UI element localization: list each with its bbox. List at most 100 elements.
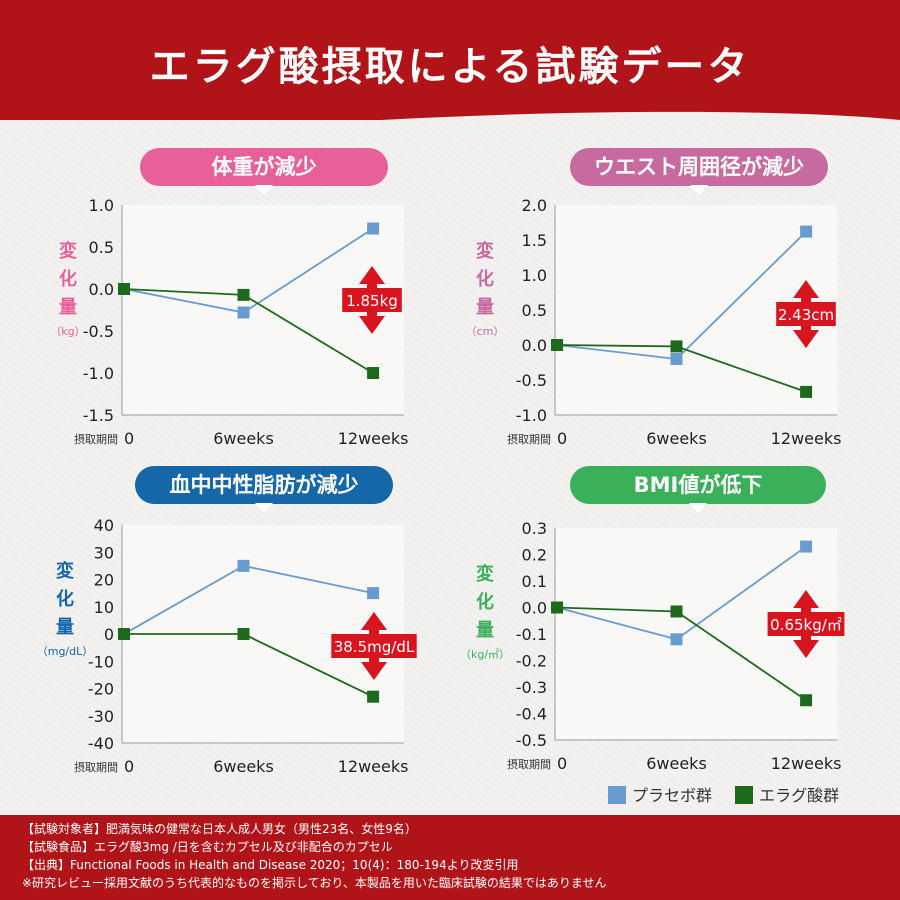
chart2-ytick-label: -20 (88, 680, 114, 699)
chart3-ellagic-point (670, 605, 683, 618)
chart1-ylabel-char: 量 (476, 296, 494, 318)
page-title: エラグ酸摂取による試験データ (149, 43, 751, 90)
chart2-ellagic-point (237, 628, 250, 640)
chart0-ellagic-point (118, 283, 130, 295)
chart2-xtick-label: 12weeks (338, 757, 409, 776)
chart3-ytick-label: -0.2 (516, 652, 547, 671)
chart2-unit-label: （mg/dL） (37, 645, 94, 658)
chart0-xtick-label: 0 (124, 429, 134, 448)
chart3-ytick-label: 0.1 (522, 572, 547, 591)
chart1-ytick-label: 0.5 (522, 301, 547, 320)
chart2-ytick-label: -40 (88, 734, 114, 753)
chart0-placebo-point (237, 306, 250, 319)
chart0-ellagic-point (367, 367, 380, 379)
chart0-ylabel-char: 変 (59, 240, 77, 262)
chart3-ylabel-char: 量 (476, 619, 494, 641)
chart0-ellagic-point (237, 288, 250, 301)
chart1-badge-arrow-down (793, 330, 819, 348)
chart0-ytick-label: -1.5 (83, 406, 114, 425)
chart3-xtick-label: 6weeks (646, 754, 707, 773)
chart1-xlabel: 摂取期間 (507, 432, 551, 446)
chart1-xtick-label: 12weeks (771, 429, 842, 448)
chart1-ylabel-char: 変 (476, 240, 494, 262)
chart2-ellagic-point (367, 690, 380, 703)
chart1-ellagic-point (551, 339, 563, 351)
chart3-xlabel: 摂取期間 (507, 757, 551, 771)
chart0-ytick-label: -0.5 (83, 322, 114, 341)
chart0-ytick-label: 0.5 (89, 238, 114, 257)
chart3-ellagic-point (551, 601, 563, 614)
chart0-xlabel: 摂取期間 (74, 432, 118, 446)
chart3-ytick-label: 0.3 (522, 519, 547, 538)
legend-ellagic-swatch (735, 786, 754, 804)
legend-ellagic-label: エラグ酸群 (759, 786, 840, 805)
chart1-badge-box (776, 302, 836, 326)
chart3-ytick-label: -0.3 (516, 678, 547, 697)
chart1-unit-label: （cm） (466, 325, 505, 338)
chart2-badge-arrow-down (361, 662, 387, 680)
footer-test-food: 【試験食品】エラグ酸3mg /日を含むカプセル及び非配合のカプセル (22, 840, 393, 854)
chart1-ylabel-char: 化 (476, 268, 494, 290)
chart3-placebo-point (800, 540, 813, 553)
chart3-xtick-label: 12weeks (771, 754, 842, 773)
chart1-placebo-point (800, 225, 813, 238)
chart0-badge-label: 1.85kg (346, 292, 398, 310)
chart1-ytick-label: -0.5 (516, 371, 547, 390)
chart1-ytick-label: 1.5 (522, 231, 547, 250)
chart1-ellagic-point (800, 385, 813, 398)
chart1-ytick-label: 2.0 (522, 196, 547, 215)
chart2-badge-label: 38.5mg/dL (334, 638, 415, 656)
footer-source: 【出典】Functional Foods in Health and Disea… (22, 858, 519, 872)
chart3-ellagic-point (800, 694, 813, 707)
chart2-ytick-label: 20 (94, 571, 114, 590)
chart0-ylabel-char: 量 (59, 296, 77, 318)
chart0-xtick-label: 6weeks (213, 429, 274, 448)
chart0-ytick-label: 0.0 (89, 280, 114, 299)
chart2-placebo-point (237, 559, 250, 572)
footer-notes: 【試験対象者】肥満気味の健常な日本人成人男女（男性23名、女性9名） 【試験食品… (0, 815, 900, 900)
chart1-ytick-label: -1.0 (516, 406, 547, 425)
chart1-badge-arrow-up (793, 280, 819, 298)
footer-disclaimer: ※研究レビュー採用文献のうち代表的なものを掲示しており、本製品を用いた臨床試験の… (22, 876, 607, 890)
pill-weight: 体重が減少 (140, 148, 388, 195)
chart0-unit-label: （kg） (50, 325, 85, 338)
pill-waist: ウエスト周囲径が減少 (570, 148, 828, 195)
legend-placebo-label: プラセボ群 (632, 786, 713, 805)
chart1-badge-label: 2.43cm (778, 306, 834, 324)
chart2-ytick-label: 30 (94, 543, 114, 562)
pill-bmi: BMI値が低下 (570, 466, 826, 513)
chart0-badge-arrow-down (359, 316, 385, 334)
chart3-badge-label: 0.65kg/㎡ (770, 616, 842, 634)
chart0-badge-arrow-up (359, 266, 385, 284)
chart2-ytick-label: -30 (88, 707, 114, 726)
chart2-badge-arrow-up (361, 612, 387, 630)
chart0-ytick-label: 1.0 (89, 196, 114, 215)
chart2-ytick-label: 40 (94, 516, 114, 535)
footer-subjects: 【試験対象者】肥満気味の健常な日本人成人男女（男性23名、女性9名） (22, 822, 417, 836)
chart0-ytick-label: -1.0 (83, 364, 114, 383)
chart1-xtick-label: 0 (557, 429, 567, 448)
legend: プラセボ群 エラグ酸群 (608, 782, 857, 806)
chart2-xlabel: 摂取期間 (74, 760, 118, 774)
chart1-ytick-label: 1.0 (522, 266, 547, 285)
chart2-ytick-label: -10 (88, 652, 114, 671)
chart2-placebo-point (367, 587, 380, 600)
legend-ellagic: エラグ酸群 (735, 786, 839, 805)
chart3-unit-label: （kg/㎡） (460, 648, 510, 661)
chart3-ytick-label: -0.4 (516, 705, 547, 724)
chart0-placebo-point (367, 222, 380, 235)
chart0-xtick-label: 12weeks (338, 429, 409, 448)
legend-placebo: プラセボ群 (608, 786, 712, 805)
chart2-ellagic-point (118, 628, 130, 640)
chart2-ylabel-char: 変 (56, 560, 74, 582)
chart1-placebo-point (670, 353, 683, 365)
chart1-ellagic-point (670, 340, 683, 353)
legend-placebo-swatch (608, 786, 626, 804)
chart2-xtick-label: 6weeks (213, 757, 274, 776)
chart3-xtick-label: 0 (557, 754, 567, 773)
chart3-ytick-label: -0.1 (516, 625, 547, 644)
chart0-badge-box (342, 288, 402, 312)
chart3-ytick-label: 0.0 (522, 599, 547, 618)
chart3-badge-arrow-up (793, 590, 819, 608)
